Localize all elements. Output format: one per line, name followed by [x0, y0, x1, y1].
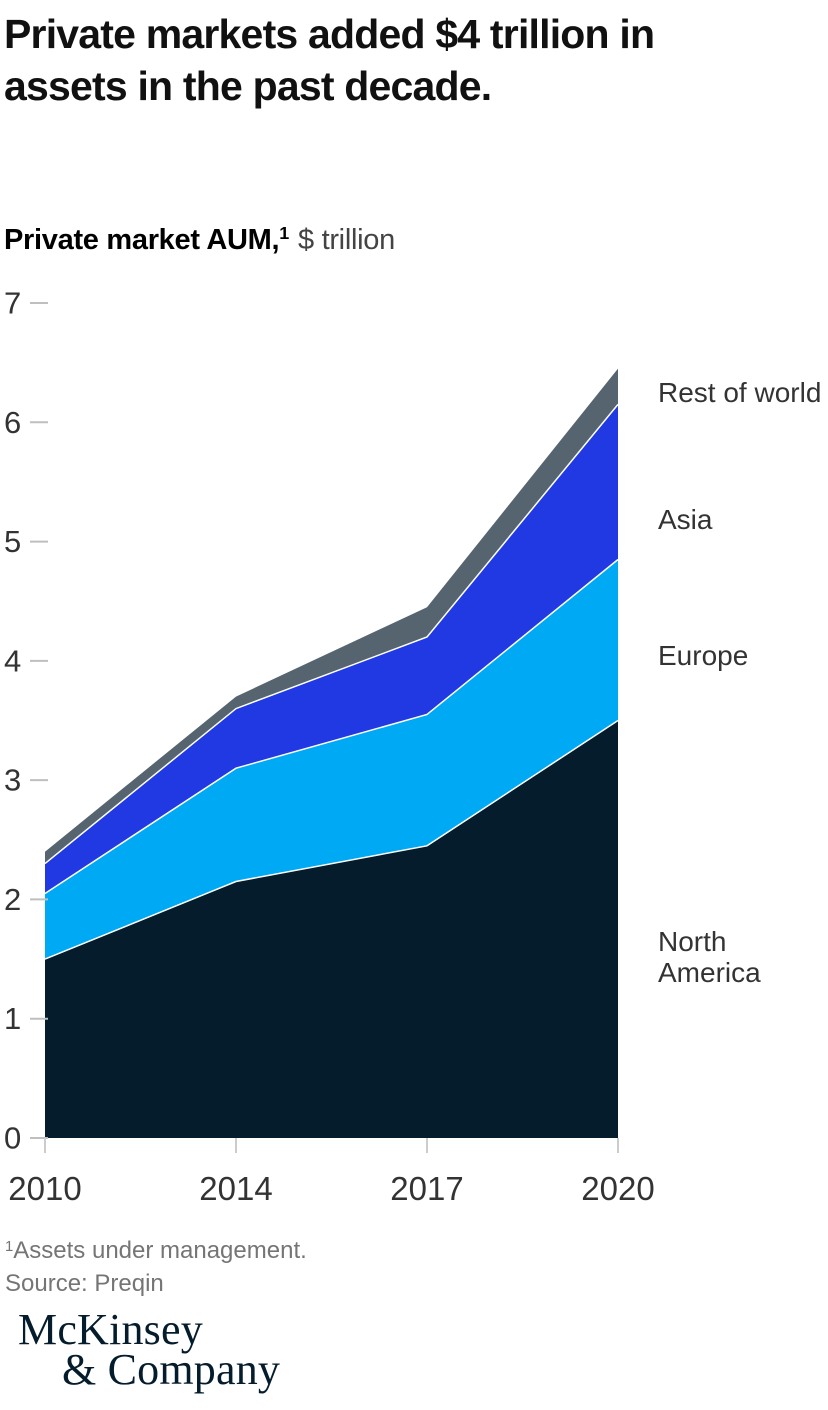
chart-subtitle-bold: Private market AUM, — [4, 224, 280, 256]
y-tick-label-7: 7 — [4, 286, 21, 321]
footnote-1-text: Assets under management. — [13, 1237, 307, 1264]
y-tick-label-1: 1 — [4, 1001, 21, 1036]
y-tick-label-2: 2 — [4, 882, 21, 917]
page-title: Private markets added $4 trillion in ass… — [4, 8, 655, 112]
x-tick-label-2020: 2020 — [581, 1170, 654, 1207]
page-title-line-2: assets in the past decade. — [4, 63, 492, 109]
footnote-1-marker: 1 — [5, 1238, 14, 1255]
y-tick-label-3: 3 — [4, 763, 21, 798]
area-north-america — [45, 720, 618, 1138]
chart-subtitle-unit: $ trillion — [297, 224, 395, 256]
chart-subtitle: Private market AUM,1 $ trillion — [4, 223, 395, 257]
x-tick-label-2017: 2017 — [390, 1170, 463, 1207]
band-separator-0 — [44, 719, 619, 960]
band-separator-2 — [44, 403, 619, 865]
x-tick-label-2010: 2010 — [8, 1170, 81, 1207]
band-separator-1 — [44, 558, 619, 895]
source-line: Source: Preqin — [5, 1270, 164, 1297]
footnote-1: 1Assets under management. — [5, 1236, 307, 1269]
area-asia — [45, 404, 618, 894]
y-tick-label-0: 0 — [4, 1121, 21, 1156]
footnote-marker: 1 — [279, 223, 289, 244]
logo-line-1: McKinsey — [18, 1305, 203, 1354]
area-rest-of-world — [45, 368, 618, 864]
footnotes: 1Assets under management. Source: Preqin — [5, 1236, 307, 1299]
mckinsey-logo: McKinsey & Company — [18, 1305, 281, 1394]
logo-line-2: & Company — [62, 1345, 281, 1394]
y-tick-label-6: 6 — [4, 405, 21, 440]
y-tick-label-4: 4 — [4, 643, 21, 678]
area-europe — [45, 559, 618, 960]
page-title-line-1: Private markets added $4 trillion in — [4, 11, 655, 57]
stacked-area-chart: 0 1 2 3 4 5 6 7 2010 2014 2017 2020 — [4, 286, 655, 1208]
y-tick-label-5: 5 — [4, 524, 21, 559]
x-tick-label-2014: 2014 — [199, 1170, 272, 1207]
